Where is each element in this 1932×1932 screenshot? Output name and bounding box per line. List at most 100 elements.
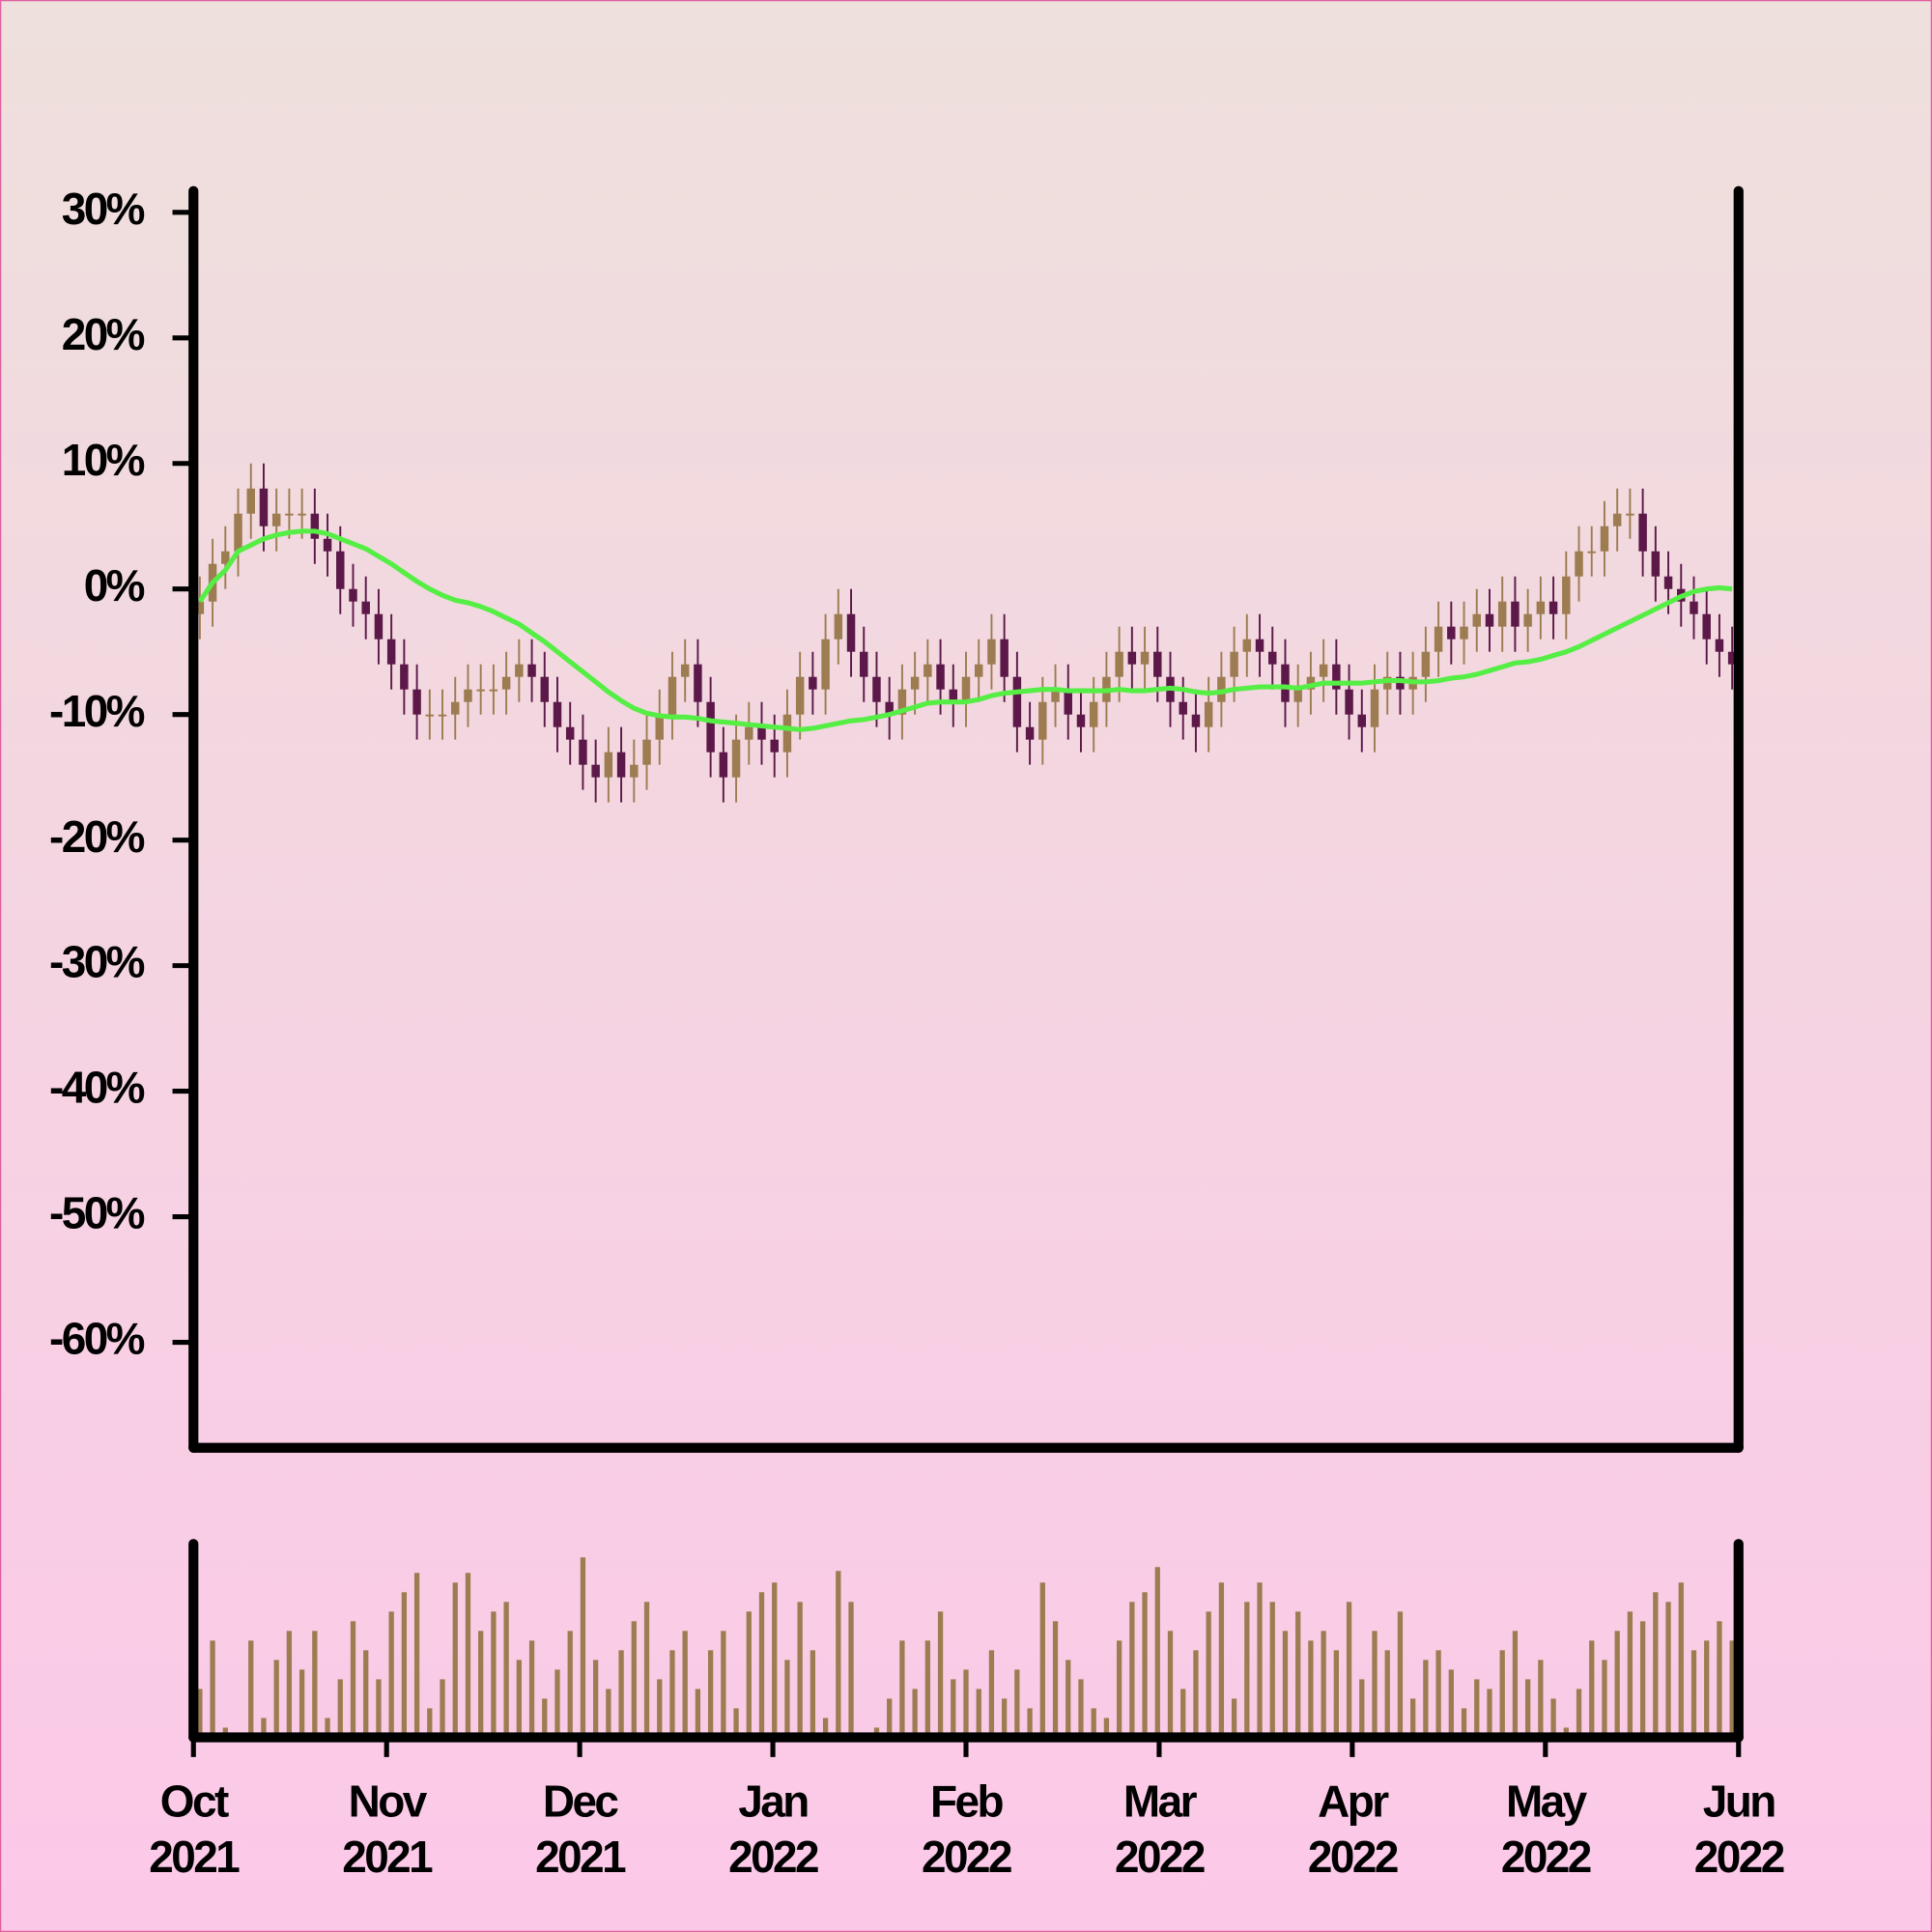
moving-average-line bbox=[197, 528, 1733, 732]
volume-bar bbox=[1448, 1669, 1454, 1738]
candle-body bbox=[1396, 676, 1405, 690]
volume-bar bbox=[784, 1660, 790, 1738]
y-tick-label: 10% bbox=[62, 435, 145, 485]
candle-body bbox=[885, 701, 894, 715]
candle-body bbox=[1575, 551, 1583, 577]
candle-body bbox=[795, 676, 805, 715]
volume-bar bbox=[1308, 1640, 1314, 1738]
candle-body bbox=[1345, 689, 1353, 715]
y-tick-label: -10% bbox=[49, 686, 145, 736]
candle-body bbox=[323, 538, 332, 552]
y-tick-label: -40% bbox=[49, 1063, 145, 1113]
candle-body bbox=[1204, 701, 1213, 727]
candle-body bbox=[923, 664, 932, 677]
candle-body bbox=[1612, 513, 1622, 526]
candle-body bbox=[310, 513, 320, 539]
candle-body bbox=[860, 651, 868, 677]
candle-body bbox=[527, 664, 536, 677]
candle-body bbox=[745, 726, 753, 740]
x-tick-year: 2022 bbox=[1115, 1832, 1205, 1882]
candle-body bbox=[579, 739, 587, 765]
y-tick-label: 30% bbox=[62, 184, 145, 234]
volume-bar bbox=[836, 1571, 841, 1738]
volume-bar bbox=[337, 1679, 343, 1738]
candle-body bbox=[553, 701, 562, 727]
candle-body bbox=[565, 726, 575, 740]
volume-bar bbox=[1014, 1669, 1020, 1738]
candle-body bbox=[1370, 689, 1379, 727]
volume-bar bbox=[1576, 1689, 1582, 1738]
candle-body bbox=[1012, 676, 1022, 727]
candle-body bbox=[821, 639, 830, 690]
candle-body bbox=[1115, 651, 1123, 677]
candle-body bbox=[1511, 601, 1520, 627]
candle-body bbox=[1025, 726, 1035, 740]
volume-bar bbox=[465, 1573, 471, 1738]
candle-body bbox=[1179, 701, 1187, 715]
x-tick-month: Mar bbox=[1123, 1776, 1198, 1827]
volume-bar bbox=[286, 1631, 293, 1738]
volume-bar bbox=[899, 1640, 905, 1738]
candle-body bbox=[1382, 676, 1392, 690]
volume-bar bbox=[1065, 1660, 1071, 1738]
volume-bar bbox=[1639, 1621, 1646, 1738]
candle-body bbox=[285, 513, 294, 516]
candle-body bbox=[782, 714, 792, 753]
volume-bar bbox=[1218, 1582, 1225, 1738]
candle-body bbox=[616, 752, 626, 778]
x-tick-label: Mar 2022 bbox=[1115, 1776, 1205, 1882]
volume-bar bbox=[312, 1631, 318, 1738]
volume-bar bbox=[503, 1602, 509, 1738]
volume-bar bbox=[542, 1698, 548, 1738]
x-tick-month: May bbox=[1506, 1776, 1588, 1827]
volume-bar bbox=[1142, 1592, 1148, 1738]
y-tick-label: -30% bbox=[49, 937, 145, 987]
candle-body bbox=[1651, 551, 1661, 577]
volume-bar bbox=[631, 1621, 637, 1738]
candle-body bbox=[1421, 651, 1431, 677]
x-tick-year: 2021 bbox=[342, 1832, 433, 1882]
candle-body bbox=[1485, 613, 1494, 627]
volume-bar bbox=[376, 1679, 382, 1738]
candle-body bbox=[846, 613, 856, 652]
candle-body bbox=[1191, 714, 1201, 727]
x-tick-year: 2022 bbox=[1501, 1832, 1591, 1882]
candle-body bbox=[1000, 639, 1009, 677]
volume-bar bbox=[325, 1718, 330, 1738]
volume-bar bbox=[1269, 1602, 1275, 1738]
volume-bar bbox=[1002, 1698, 1008, 1738]
candle-body bbox=[809, 676, 817, 690]
volume-bar bbox=[746, 1611, 752, 1738]
x-tick-month: Dec bbox=[543, 1776, 619, 1827]
volume-bar bbox=[554, 1669, 560, 1738]
x-tick-month: Apr bbox=[1318, 1776, 1389, 1827]
candle-body bbox=[1230, 651, 1238, 677]
volume-bar bbox=[1487, 1689, 1492, 1738]
volume-bar bbox=[1193, 1650, 1199, 1738]
volume-bar bbox=[1729, 1640, 1735, 1738]
candle-body bbox=[1638, 513, 1647, 552]
candle-body bbox=[1332, 664, 1341, 690]
candle-body bbox=[719, 752, 728, 778]
candle-body bbox=[655, 714, 664, 740]
volume-bar bbox=[1103, 1718, 1110, 1738]
y-tick-label: 20% bbox=[62, 309, 145, 359]
x-tick-label: Nov 2021 bbox=[342, 1776, 433, 1882]
volume-bar bbox=[606, 1689, 611, 1738]
candle-body bbox=[1690, 601, 1698, 614]
volume-bar bbox=[1499, 1650, 1505, 1738]
candle-body bbox=[246, 488, 255, 514]
candle-body bbox=[1127, 651, 1137, 665]
candle-body bbox=[400, 664, 409, 690]
candle-body bbox=[476, 689, 485, 692]
volume-bar bbox=[758, 1592, 765, 1738]
volume-bar bbox=[822, 1718, 829, 1738]
candle-body bbox=[642, 739, 651, 765]
candle-body bbox=[770, 739, 779, 753]
y-tick-label: -20% bbox=[49, 811, 145, 862]
candle-body bbox=[1715, 639, 1724, 652]
volume-bar bbox=[1423, 1660, 1429, 1738]
candle-body bbox=[757, 726, 766, 740]
x-tick-label: Apr 2022 bbox=[1308, 1776, 1398, 1882]
